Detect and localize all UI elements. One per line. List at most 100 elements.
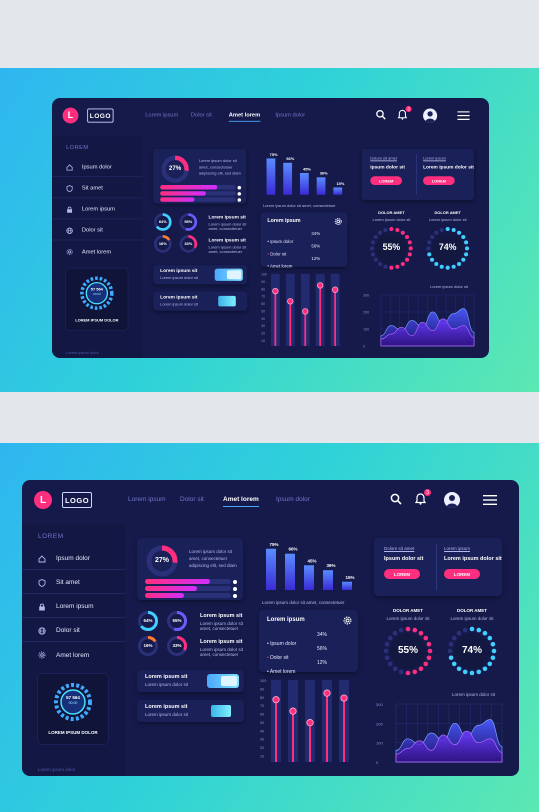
y-tick-label: 70 bbox=[261, 295, 265, 299]
list-item-label: Amet lorem bbox=[269, 669, 296, 675]
nav-item-active[interactable]: Amet lorem bbox=[228, 112, 261, 122]
area-series bbox=[395, 730, 503, 763]
toggle-card: Lorem ipsum sit Lorem ipsum dolor sit bbox=[137, 700, 244, 722]
lorem-button[interactable]: LOREM bbox=[423, 176, 455, 186]
ring-text-title: Lorem ipsum sit bbox=[208, 237, 246, 244]
toggle-body: Lorem ipsum dolor sit bbox=[145, 712, 189, 717]
lollipop-dot bbox=[272, 287, 279, 295]
menu-icon[interactable] bbox=[457, 111, 470, 120]
y-tick-label: 0 bbox=[363, 345, 365, 349]
list-item[interactable]: • Dolor sit 56% bbox=[267, 646, 328, 661]
nav-item[interactable]: Ipsum dolor bbox=[275, 112, 306, 119]
lorem-button[interactable]: LOREM bbox=[370, 176, 402, 186]
gear-icon[interactable] bbox=[343, 616, 352, 625]
widget-caption: LOREM IPSUM DOLOR bbox=[75, 317, 119, 323]
globe-icon bbox=[38, 626, 46, 635]
gear-icon bbox=[38, 651, 46, 659]
list-item-value: 12% bbox=[317, 660, 328, 666]
logo-text[interactable]: LOGO bbox=[87, 108, 114, 123]
ring-text-title: Lorem ipsum sit bbox=[200, 639, 243, 645]
lollipop-dot bbox=[287, 298, 294, 305]
gauge-dot bbox=[405, 626, 411, 632]
y-tick-label: 10 bbox=[261, 339, 265, 343]
sidebar-item-amet-lorem[interactable]: Amet lorem bbox=[52, 242, 143, 261]
sidebar-title: LOREM bbox=[66, 144, 89, 151]
sidebar-item-sit-amet[interactable]: Sit amet bbox=[22, 572, 125, 594]
sidebar-item-dolor-sit[interactable]: Dolor sit bbox=[22, 620, 125, 642]
avatar[interactable] bbox=[423, 108, 438, 123]
gauge-label: 55% bbox=[382, 243, 401, 253]
gauge-dot bbox=[384, 641, 390, 647]
sidebar-item-lorem-ipsum[interactable]: Lorem ipsum bbox=[52, 200, 143, 220]
progress-bar bbox=[145, 586, 231, 591]
avatar[interactable] bbox=[444, 492, 460, 508]
nav-item[interactable]: Dolor sit bbox=[190, 112, 212, 119]
lollipop-stem bbox=[275, 699, 277, 762]
col-text: Ipsum dolor sit bbox=[370, 164, 405, 171]
widget-value: 57 564 bbox=[90, 287, 103, 292]
search-icon[interactable] bbox=[390, 493, 402, 505]
menu-icon[interactable] bbox=[483, 495, 497, 505]
bar-label: 75% bbox=[270, 152, 278, 157]
toggle-switch[interactable] bbox=[218, 295, 236, 307]
percent-ring-label: 33% bbox=[184, 241, 193, 246]
lorem-button[interactable]: LOREM bbox=[444, 569, 480, 579]
gauge-dot bbox=[464, 240, 469, 245]
list-item-value: 56% bbox=[311, 243, 321, 250]
nav-item[interactable]: Dolor sit bbox=[180, 496, 204, 503]
logo-mark[interactable]: L bbox=[34, 491, 52, 509]
bar bbox=[299, 172, 309, 195]
sidebar-item-ipsum-dolor[interactable]: Ipsum dolor bbox=[22, 548, 125, 570]
bar-label: 75% bbox=[269, 542, 278, 547]
gauge-dot bbox=[456, 666, 462, 672]
gauge-dot bbox=[461, 257, 466, 262]
dot-gauge: 74% bbox=[425, 225, 471, 275]
gauge-dot bbox=[423, 661, 429, 667]
globe-icon bbox=[66, 227, 73, 234]
list-item[interactable]: • Ipsum dolor 34% bbox=[267, 231, 321, 245]
nav-item[interactable]: Ipsum dolor bbox=[276, 496, 310, 503]
gear-icon[interactable] bbox=[334, 218, 342, 226]
logo-mark[interactable]: L bbox=[62, 107, 79, 124]
lollipop-stem bbox=[334, 289, 337, 346]
list-item[interactable]: • Amet lorem 12% bbox=[267, 256, 321, 270]
sidebar-item-lorem-ipsum[interactable]: Lorem ipsum bbox=[22, 596, 125, 618]
sidebar: LOREM Ipsum dolor Sit amet Lorem ipsum D… bbox=[22, 524, 125, 776]
nav-item[interactable]: Lorem ipsum bbox=[145, 112, 179, 119]
gauge-dot bbox=[462, 669, 468, 675]
toggle-switch[interactable] bbox=[214, 268, 243, 281]
toggle-switch[interactable] bbox=[207, 674, 239, 688]
list-item[interactable]: • Amet lorem 12% bbox=[267, 660, 328, 675]
list-item[interactable]: • Ipsum dolor 34% bbox=[267, 632, 328, 647]
gauge-dot bbox=[389, 226, 394, 232]
y-tick-label: 20 bbox=[260, 746, 264, 750]
y-tick-label: 20 bbox=[261, 332, 265, 336]
sidebar-item-dolor-sit[interactable]: Dolor sit bbox=[52, 221, 143, 241]
lorem-button[interactable]: LOREM bbox=[384, 569, 420, 579]
logo-text[interactable]: LOGO bbox=[62, 492, 92, 508]
gauge-dot bbox=[476, 669, 482, 675]
lollipop-dot bbox=[302, 308, 309, 315]
list-item[interactable]: • Dolor sit 56% bbox=[267, 243, 321, 258]
sidebar-item-ipsum-dolor[interactable]: Ipsum dolor bbox=[52, 158, 143, 178]
nav-item[interactable]: Lorem ipsum bbox=[128, 496, 166, 503]
percent-ring-label: 55% bbox=[184, 219, 193, 224]
gauge-label: 74% bbox=[461, 645, 482, 656]
toggle-switch[interactable] bbox=[211, 705, 231, 717]
list-item-value: 56% bbox=[317, 646, 328, 652]
bell-icon[interactable] bbox=[415, 493, 426, 505]
sidebar-footer: Lorem ipsum dolor bbox=[66, 350, 99, 355]
sidebar-item-label: Lorem ipsum bbox=[81, 206, 115, 213]
ring-text: Lorem ipsum sit Lorem ipsum dolor sit am… bbox=[209, 215, 253, 231]
gauge-dot bbox=[408, 246, 413, 251]
gauge-dot bbox=[462, 627, 468, 633]
sidebar-item-sit-amet[interactable]: Sit amet bbox=[52, 179, 143, 199]
y-tick-label: 40 bbox=[261, 317, 265, 321]
list-item-label: Ipsum dolor bbox=[270, 239, 294, 245]
search-icon[interactable] bbox=[376, 109, 387, 120]
bell-icon[interactable] bbox=[397, 109, 408, 120]
y-tick-label: 60 bbox=[261, 302, 265, 306]
toggle-knob bbox=[221, 676, 237, 686]
nav-item-active[interactable]: Amet lorem bbox=[223, 496, 259, 507]
sidebar-item-amet-lorem[interactable]: Amet lorem bbox=[22, 644, 125, 666]
